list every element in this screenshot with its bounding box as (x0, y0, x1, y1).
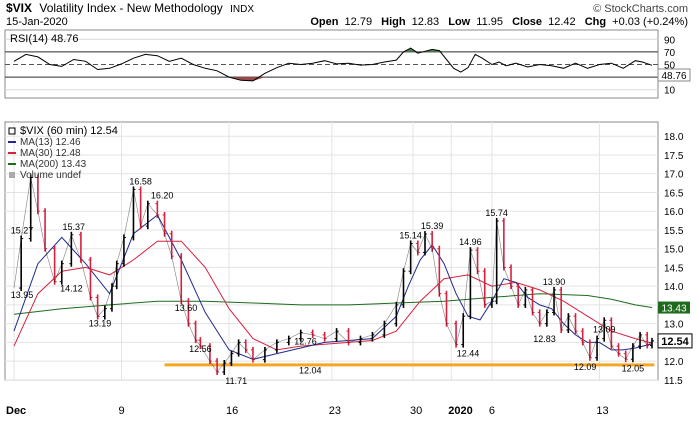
price-annotation: 13.19 (89, 319, 112, 329)
x-axis-label: 9 (119, 405, 125, 417)
price-path (13, 177, 653, 373)
price-annotation: 12.76 (294, 337, 317, 347)
high-value: 12.83 (412, 16, 440, 28)
price-tick-label: 16.5 (664, 188, 684, 199)
price-tags: 13.43 12.54 (657, 301, 693, 349)
rsi-current-tag (657, 68, 691, 82)
price-annotation: 15.27 (11, 226, 34, 236)
legend-entry: MA(200) 13.43 (20, 159, 87, 170)
price-annotation: 15.37 (62, 222, 85, 232)
legend-entry: MA(13) 12.46 (20, 137, 81, 148)
last-price-tag (657, 333, 693, 349)
price-tick-label: 16.0 (664, 207, 684, 218)
x-axis-label: Dec (6, 405, 26, 417)
chg-value: +0.03 (+0.24%) (612, 16, 688, 28)
legend-swatch-price (8, 127, 16, 135)
price-tick-label: 18.0 (664, 132, 684, 143)
x-axis-label: 2020 (448, 405, 472, 417)
rsi-tick-label: 70 (664, 48, 676, 59)
price-annotation: 14.12 (60, 284, 83, 294)
price-tick-label: 13.0 (664, 320, 684, 331)
rsi-tick-label: 90 (664, 35, 676, 46)
x-axis-label: 13 (596, 405, 608, 417)
rsi-grid (5, 38, 658, 91)
rsi-current-tag-text: 48.76 (661, 71, 686, 82)
price-tick-label: 14.5 (664, 263, 684, 274)
price-layer (13, 174, 655, 376)
x-axis-label: 6 (489, 405, 495, 417)
close-value: 12.42 (548, 16, 576, 28)
rsi-layer (13, 47, 653, 82)
price-annotation: 11.71 (225, 376, 247, 386)
header-date: 15-Jan-2020 (6, 16, 68, 28)
price-grid (5, 122, 658, 381)
rsi-axis-ticks: 9070503010 (664, 35, 676, 96)
price-annotation: 15.39 (421, 221, 444, 231)
ma-line-ma200 (13, 293, 653, 315)
price-annotation: 12.09 (574, 362, 597, 372)
copyright: © StockCharts.com (593, 3, 688, 15)
price-annotation: 15.14 (399, 230, 422, 240)
price-annotation: 13.90 (543, 277, 566, 287)
ohlc-line: Open 12.79 High 12.83 Low 11.95 Close 12… (310, 16, 688, 28)
ma-line-ma13 (13, 214, 653, 360)
ma200-tag-text: 13.43 (661, 304, 686, 315)
open-value: 12.79 (345, 16, 373, 28)
price-annotation: 12.05 (622, 363, 645, 373)
last-price-tag-text: 12.54 (661, 336, 689, 348)
legend-entry: MA(30) 12.48 (20, 148, 81, 159)
price-axis-ticks: 18.017.517.016.516.015.515.014.514.013.5… (664, 132, 684, 387)
price-tick-label: 12.0 (664, 357, 684, 368)
price-annotation: 15.74 (485, 208, 508, 218)
header-title-line: $VIX Volatility Index - New Methodology … (6, 1, 254, 15)
x-axis: Dec 9 16 23 30 2020 6 13 (6, 405, 609, 417)
x-axis-label: 23 (329, 405, 341, 417)
price-annotation: 16.58 (129, 176, 152, 186)
header-symbol: $VIX (6, 1, 32, 15)
low-label: Low (448, 16, 470, 28)
x-axis-label: 30 (410, 405, 422, 417)
price-tick-label: 17.0 (664, 170, 684, 181)
annotation-layer: 15.27 15.37 16.58 16.20 14.12 13.95 13.19 13.60… (11, 176, 644, 386)
close-label: Close (512, 16, 542, 28)
rsi-legend: RSI(14) 48.76 (10, 33, 78, 45)
price-tick-label: 15.5 (664, 226, 684, 237)
rsi-tick-label: 50 (664, 61, 676, 72)
price-tick-label: 17.5 (664, 151, 684, 162)
rsi-line (13, 47, 653, 82)
chg-label: Chg (585, 16, 606, 28)
price-annotation: 16.20 (151, 191, 174, 201)
header-exchange: INDX (230, 4, 254, 15)
high-label: High (381, 16, 406, 28)
ma-line-ma30 (13, 240, 653, 351)
ma200-tag (658, 301, 690, 314)
price-annotation: 12.56 (189, 344, 212, 354)
open-label: Open (310, 16, 338, 28)
price-tick-label: 11.5 (664, 376, 683, 387)
legend-entry: Volume undef (20, 170, 81, 181)
price-annotation: 13.09 (593, 324, 616, 334)
price-tick-label: 14.0 (664, 282, 684, 293)
price-annotation: 14.96 (459, 237, 482, 247)
header-name: Volatility Index - New Methodology (39, 1, 222, 15)
price-annotation: 12.83 (533, 334, 556, 344)
legend-entry: $VIX (60 min) 12.54 (20, 125, 118, 137)
low-value: 11.95 (476, 16, 503, 28)
rsi-tick-label: 10 (664, 86, 676, 97)
price-tick-label: 15.0 (664, 245, 684, 256)
price-annotation: 13.95 (11, 290, 34, 300)
price-annotation: 12.04 (299, 366, 322, 376)
price-annotation: 12.44 (457, 349, 480, 359)
x-axis-label: 16 (226, 405, 238, 417)
legend-swatch-volume (9, 172, 15, 178)
price-annotation: 13.60 (175, 303, 198, 313)
